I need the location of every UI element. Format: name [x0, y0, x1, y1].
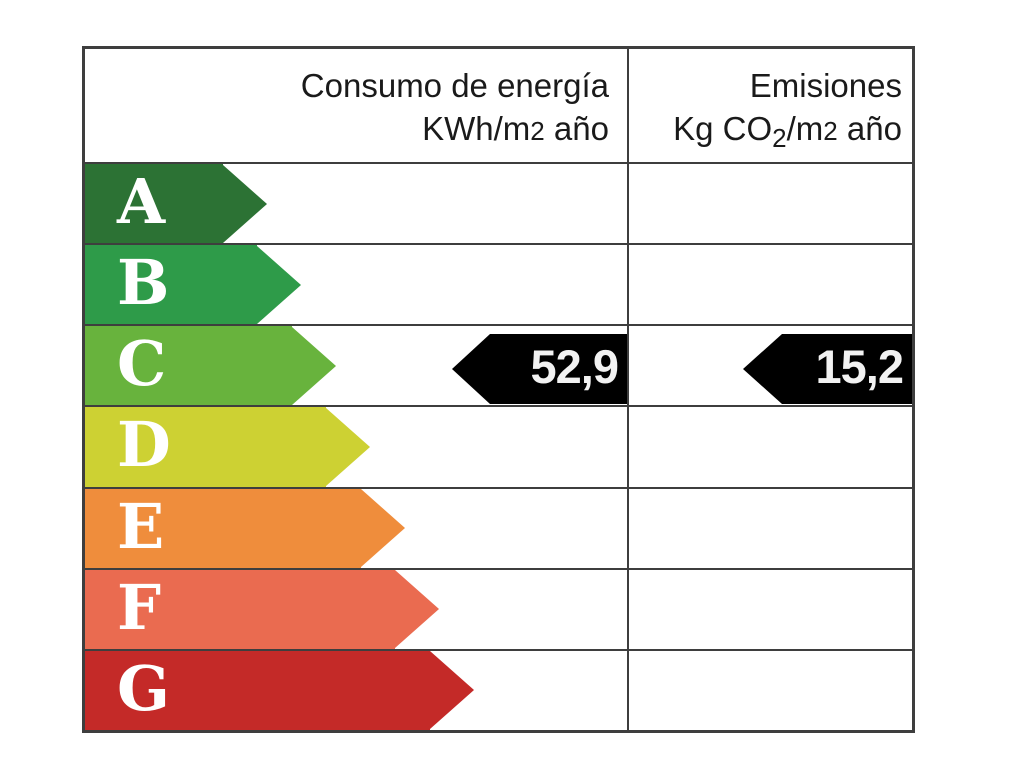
emissions-value: 15,2	[815, 339, 904, 393]
emissions-value-arrow: 15,2	[743, 334, 912, 405]
rating-letter-e: E	[117, 489, 165, 563]
rating-row-d: D	[85, 407, 912, 489]
consumption-value: 52,9	[530, 339, 619, 393]
consumption-unit: KWh/m2 año	[422, 110, 609, 147]
arrow-tip-e	[361, 489, 405, 568]
arrow-tip-f	[395, 570, 439, 649]
rating-bar-d: D	[85, 407, 370, 487]
arrow-tip-b	[257, 245, 301, 324]
rating-row-f: F	[85, 569, 912, 651]
header-emissions: Emisiones Kg CO2/m2 año	[627, 49, 912, 162]
rating-bar-e: E	[85, 488, 405, 568]
rating-letter-b: B	[117, 246, 170, 320]
table-header: Consumo de energía KWh/m2 año Emisiones …	[85, 49, 912, 164]
emissions-value-arrow-tip-icon	[743, 334, 782, 405]
rating-letter-c: C	[117, 327, 167, 401]
rating-bar-a: A	[85, 164, 267, 244]
column-divider	[627, 49, 629, 730]
emissions-title: Emisiones	[749, 67, 902, 104]
rating-row-g: G	[85, 650, 912, 730]
consumption-value-box: 52,9	[490, 334, 627, 405]
rating-bar-f: F	[85, 569, 439, 649]
header-consumption: Consumo de energía KWh/m2 año	[85, 49, 627, 162]
rating-bar-b: B	[85, 245, 301, 325]
rating-rows: A B C	[85, 164, 912, 730]
arrow-tip-g	[430, 651, 474, 730]
consumption-title: Consumo de energía	[300, 67, 609, 104]
rating-letter-a: A	[117, 165, 166, 239]
rating-letter-d: D	[117, 408, 171, 482]
arrow-tip-c	[292, 326, 336, 405]
rating-letter-g: G	[117, 651, 170, 725]
rating-row-e: E	[85, 488, 912, 570]
rating-bar-c: C	[85, 326, 336, 406]
rating-bar-g: G	[85, 650, 474, 730]
rating-row-c: C 52,9 15,2	[85, 326, 912, 408]
rating-row-b: B	[85, 245, 912, 327]
arrow-tip-d	[326, 407, 370, 486]
consumption-value-arrow-tip-icon	[452, 334, 490, 405]
consumption-value-arrow: 52,9	[452, 334, 627, 405]
rating-letter-f: F	[117, 570, 162, 644]
emissions-unit: Kg CO2/m2 año	[673, 110, 902, 153]
emissions-value-box: 15,2	[782, 334, 912, 405]
rating-table: Consumo de energía KWh/m2 año Emisiones …	[82, 46, 915, 733]
rating-row-a: A	[85, 164, 912, 246]
arrow-tip-a	[223, 164, 267, 243]
